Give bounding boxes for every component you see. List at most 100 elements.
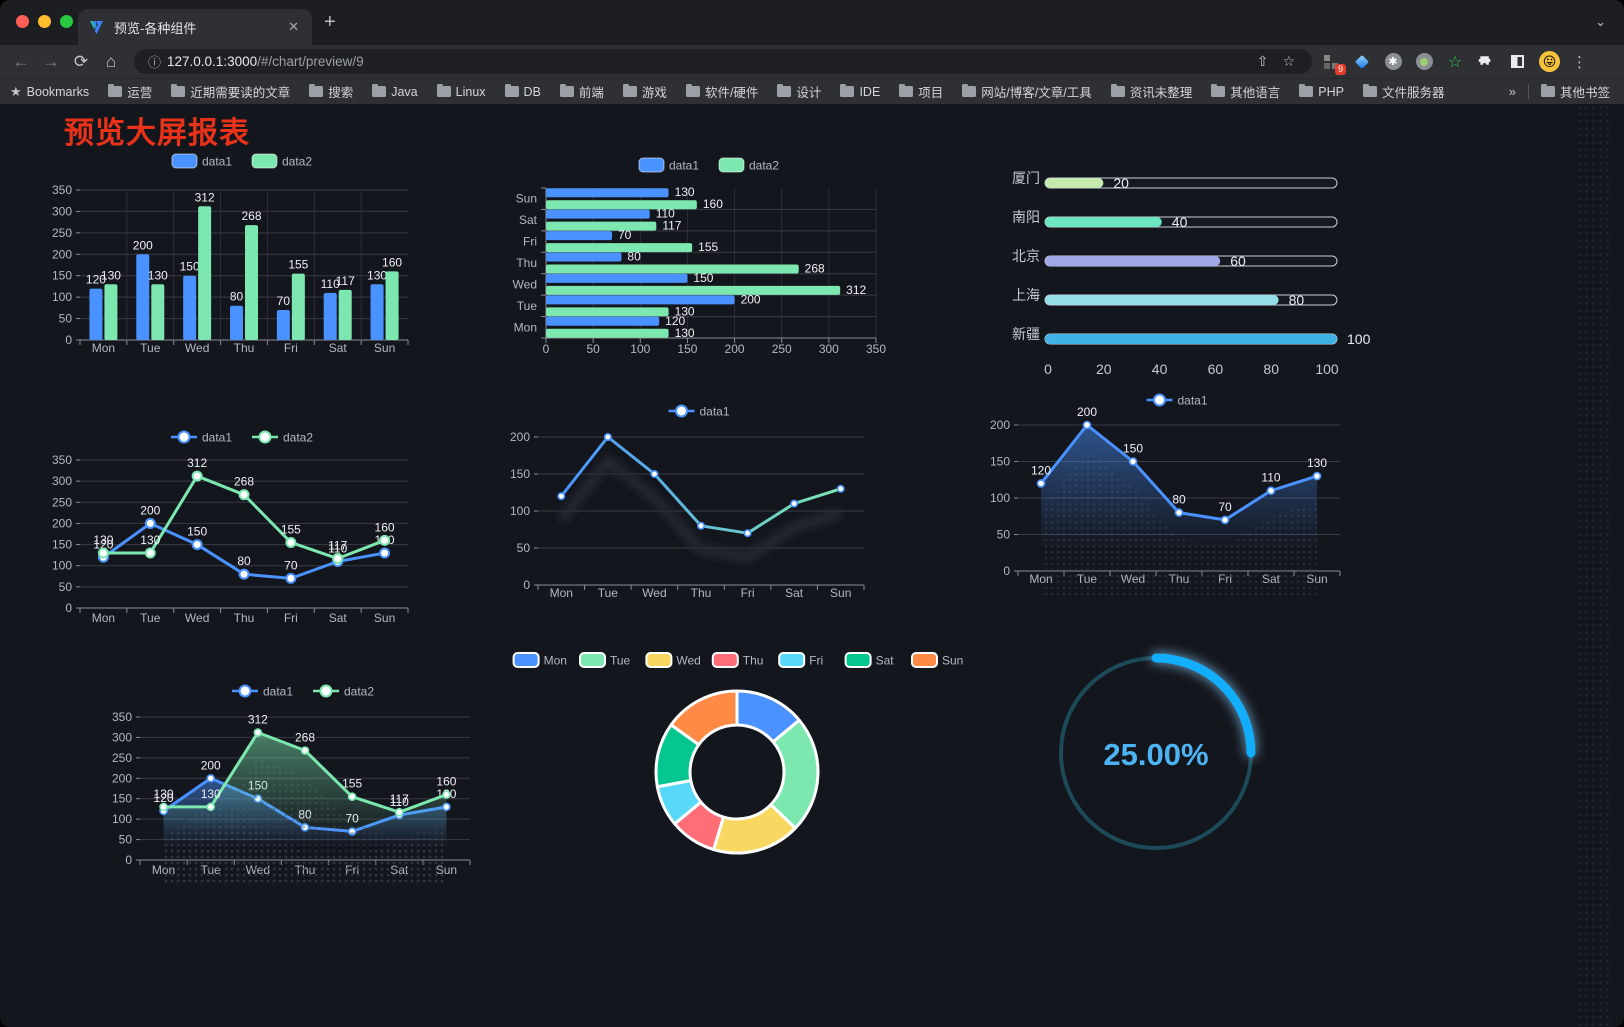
bookmark-folder-16[interactable]: 文件服务器 [1362,82,1444,101]
sidepanel-icon[interactable] [1508,53,1526,71]
bookmark-folder-4[interactable]: Linux [436,83,486,99]
address-bar[interactable]: ⓘ 127.0.0.1:3000/#/chart/preview/9 ⇧ ☆ [134,49,1312,74]
svg-text:20: 20 [1096,361,1112,377]
maximize-window-button[interactable] [60,15,73,28]
pie-slice-Sun[interactable] [669,689,739,747]
bookmarks-overflow-icon[interactable]: » [1508,84,1516,99]
svg-text:120: 120 [93,537,113,551]
chart-canvas-gauge[interactable]: 25.00% [1041,638,1271,868]
legend-item-Wed[interactable]: Wed [645,652,701,668]
bookmark-folder-5[interactable]: DB [504,83,541,99]
svg-text:data2: data2 [749,159,779,173]
legend-item-Tue[interactable]: Tue [579,652,631,668]
svg-text:data2: data2 [344,685,374,699]
svg-text:Wed: Wed [185,611,209,625]
star-extension-icon[interactable]: ☆ [1447,53,1463,71]
svg-text:0: 0 [65,601,72,615]
legend-item-data2[interactable]: data2 [251,153,312,169]
browser-menu-icon[interactable]: ⋮ [1572,53,1587,71]
chart-horizontal-bar[interactable]: data1 data2 0 50 100 150 200 250 300 350 Sun Sat Fri… [498,148,890,373]
chart-line-gradient[interactable]: data1 0 50 100 150 200 Mon Tue Wed Thu Fri Sat Sun [492,394,876,614]
legend-item-Sun[interactable]: Sun [911,652,963,668]
bookmark-folder-2[interactable]: 搜索 [309,82,353,101]
bookmark-folder-13[interactable]: 资讯未整理 [1110,82,1192,101]
legend-item-data2[interactable]: data2 [313,684,374,699]
site-info-icon[interactable]: ⓘ [148,55,162,70]
svg-text:Fri: Fri [523,235,537,249]
legend-item-Fri[interactable]: Fri [778,652,823,668]
bookmark-folder-15[interactable]: PHP [1299,83,1344,99]
legend-item-data1[interactable]: data1 [1146,393,1208,408]
home-icon[interactable]: ⌂ [105,51,117,71]
screenshot-extension-icon[interactable]: 9 [1322,53,1346,75]
chart-canvas-progress_bars[interactable]: 厦门 20 南阳 40 北京 60 上海 80 新疆 100 0 20 40 60 80 100 [982,156,1377,396]
new-tab-button[interactable]: + [324,11,336,33]
bookmark-folder-7[interactable]: 游戏 [622,82,667,101]
chart-grouped-bar[interactable]: data1 data2 0 50 100 150 200 250 300 350 Mon Tue Wed… [36,146,420,376]
forward-icon[interactable]: → [42,51,60,71]
svg-text:Mon: Mon [514,320,537,334]
chart-line-dual[interactable]: data1 data2 0 50 100 150 200 250 300 350 Mon Tue Wed… [36,422,420,642]
chart-canvas-bar_horizontal[interactable]: data1 data2 0 50 100 150 200 250 300 350 Sun Sat Fri… [498,148,890,368]
profile-avatar[interactable]: 😛 [1539,51,1560,72]
minimize-window-button[interactable] [38,15,51,28]
tab-search-chevron-icon[interactable]: ⌄ [1595,14,1606,29]
other-bookmarks-folder[interactable]: 其他书签 [1540,82,1610,101]
reload-icon[interactable]: ⟳ [73,51,89,71]
svg-text:Tue: Tue [140,611,161,625]
chart-area-single[interactable]: data1 0 50 100 150 200 Mon Tue Wed Thu Fri Sat Sun 12… [978,386,1354,603]
svg-text:130: 130 [201,787,221,801]
bookmark-item-bookmarks[interactable]: ★ Bookmarks [10,83,90,99]
bookmark-folder-14[interactable]: 其他语言 [1211,82,1280,101]
progress-fill-新疆 [1045,334,1337,344]
legend-item-data1[interactable]: data1 [638,157,699,173]
bookmark-folder-11[interactable]: 项目 [899,82,943,101]
tab-close-icon[interactable]: ✕ [288,19,299,34]
chart-canvas-line_gradient[interactable]: data1 0 50 100 150 200 Mon Tue Wed Thu Fri Sat Sun [492,394,876,609]
legend-item-data1[interactable]: data1 [668,404,730,419]
svg-text:300: 300 [819,342,839,356]
bookmark-folder-10[interactable]: IDE [840,83,880,99]
legend-item-data1[interactable]: data1 [232,684,293,699]
svg-text:80: 80 [1289,292,1305,308]
legend-item-Sat[interactable]: Sat [844,652,895,668]
extensions-puzzle-icon[interactable] [1477,53,1495,71]
bookmark-folder-9[interactable]: 设计 [777,82,821,101]
dot-extension-icon[interactable] [1415,53,1433,71]
legend-item-data2[interactable]: data2 [252,430,313,445]
bookmark-folder-1[interactable]: 近期需要读的文章 [171,82,290,101]
svg-text:200: 200 [112,771,132,785]
progress-fill-南阳 [1045,217,1162,227]
legend-item-data2[interactable]: data2 [718,157,779,173]
browser-tab[interactable]: 预览-各种组件 ✕ [78,9,312,45]
legend-item-Thu[interactable]: Thu [711,652,764,668]
share-icon[interactable]: ⇧ [1256,53,1269,69]
chart-progress-bars[interactable]: 厦门 20 南阳 40 北京 60 上海 80 新疆 100 0 20 40 60 80 100 [982,156,1377,401]
bookmark-folder-12[interactable]: 网站/博客/文章/工具 [962,82,1092,101]
legend-item-Mon[interactable]: Mon [512,652,567,668]
chart-canvas-line_dual[interactable]: data1 data2 0 50 100 150 200 250 300 350 Mon Tue Wed… [36,422,420,637]
back-icon[interactable]: ← [12,51,30,71]
chart-canvas-donut[interactable]: Mon Tue Wed Thu Fri Sat Sun [480,641,996,871]
bookmark-folder-0[interactable]: 运营 [108,82,152,101]
gem-extension-icon[interactable] [1353,53,1371,71]
bookmark-folder-8[interactable]: 软件/硬件 [685,82,758,101]
bookmark-star-icon[interactable]: ☆ [1282,53,1295,69]
command-extension-icon[interactable]: ✱ [1384,53,1402,71]
chart-donut[interactable]: Mon Tue Wed Thu Fri Sat Sun [480,641,996,876]
bookmark-folder-6[interactable]: 前端 [559,82,604,101]
chart-area-dual[interactable]: data1 data2 0 50 100 150 200 250 300 350 Mon Tue Wed… [92,679,484,896]
svg-text:data1: data1 [1178,394,1208,408]
chart-canvas-bar_grouped[interactable]: data1 data2 0 50 100 150 200 250 300 350 Mon Tue Wed… [36,146,420,371]
folder-icon [436,83,451,97]
close-window-button[interactable] [16,15,29,28]
svg-text:0: 0 [125,853,132,867]
svg-text:250: 250 [52,226,72,240]
bookmark-folder-3[interactable]: Java [372,83,418,99]
legend-item-data1[interactable]: data1 [171,430,232,445]
svg-text:Thu: Thu [691,586,712,600]
legend-item-data1[interactable]: data1 [171,153,232,169]
chart-gauge[interactable]: 25.00% [1041,638,1271,873]
